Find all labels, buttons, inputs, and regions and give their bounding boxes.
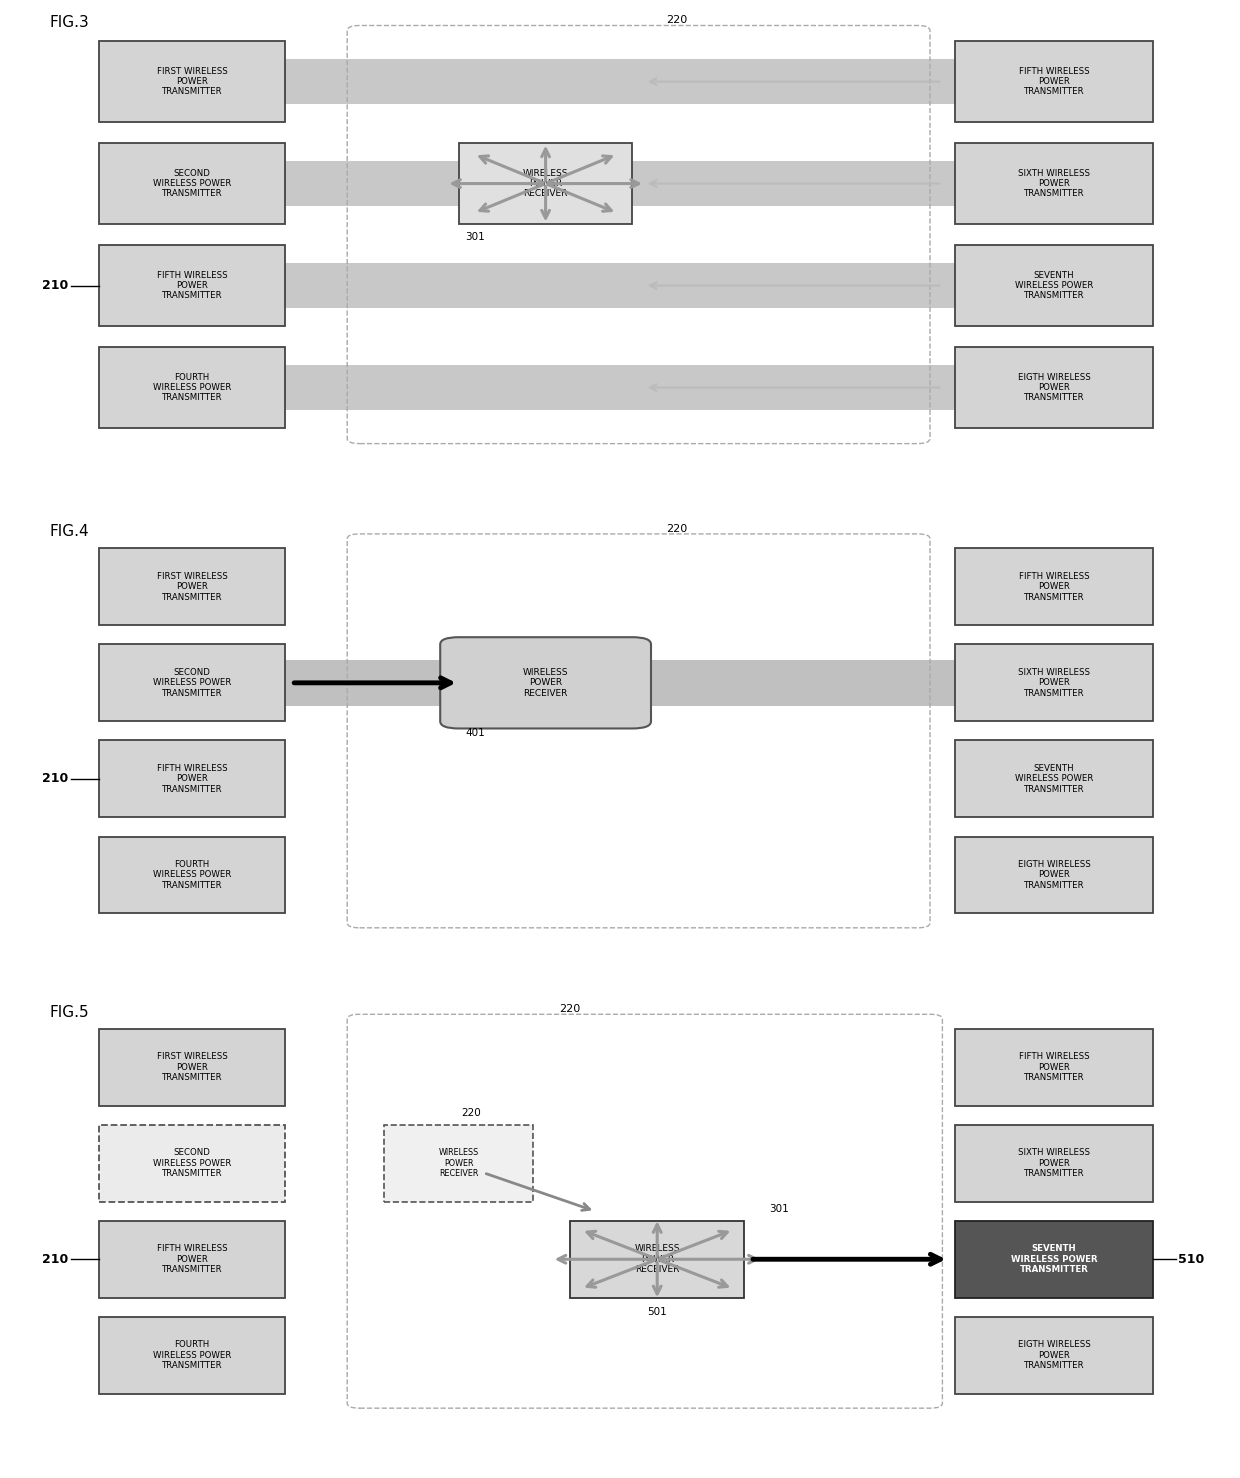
Bar (99, 41, 285, 123)
Text: EIGTH WIRELESS
POWER
TRANSMITTER: EIGTH WIRELESS POWER TRANSMITTER (1018, 1341, 1090, 1370)
Bar (99, 1317, 285, 1394)
Text: 510: 510 (1178, 1253, 1204, 1265)
Text: SEVENTH
WIRELESS POWER
TRANSMITTER: SEVENTH WIRELESS POWER TRANSMITTER (1014, 764, 1094, 794)
Text: 210: 210 (42, 1253, 68, 1265)
Text: SIXTH WIRELESS
POWER
TRANSMITTER: SIXTH WIRELESS POWER TRANSMITTER (1018, 1148, 1090, 1178)
Bar (955, 644, 1153, 721)
Bar (285, 161, 955, 205)
Text: 401: 401 (465, 729, 485, 739)
Bar (99, 837, 285, 913)
Bar (99, 740, 285, 817)
Text: SIXTH WIRELESS
POWER
TRANSMITTER: SIXTH WIRELESS POWER TRANSMITTER (1018, 668, 1090, 698)
Bar (955, 143, 1153, 225)
Bar (955, 1317, 1153, 1394)
Bar (955, 41, 1153, 123)
Text: 501: 501 (647, 1307, 667, 1317)
Text: FIFTH WIRELESS
POWER
TRANSMITTER: FIFTH WIRELESS POWER TRANSMITTER (157, 270, 227, 300)
Text: SECOND
WIRELESS POWER
TRANSMITTER: SECOND WIRELESS POWER TRANSMITTER (153, 1148, 232, 1178)
Bar (384, 1125, 533, 1202)
Text: 210: 210 (42, 773, 68, 785)
Text: 220: 220 (667, 15, 688, 25)
Text: WIRELESS
POWER
RECEIVER: WIRELESS POWER RECEIVER (635, 1244, 680, 1274)
Text: EIGTH WIRELESS
POWER
TRANSMITTER: EIGTH WIRELESS POWER TRANSMITTER (1018, 372, 1090, 402)
Text: 210: 210 (42, 279, 68, 293)
Text: FIG.3: FIG.3 (50, 15, 89, 30)
Text: EIGTH WIRELESS
POWER
TRANSMITTER: EIGTH WIRELESS POWER TRANSMITTER (1018, 860, 1090, 890)
Bar (285, 263, 955, 307)
Text: FIG.4: FIG.4 (50, 525, 89, 539)
Bar (955, 245, 1153, 327)
Bar (955, 1221, 1153, 1298)
Text: FIFTH WIRELESS
POWER
TRANSMITTER: FIFTH WIRELESS POWER TRANSMITTER (1019, 67, 1089, 96)
Text: FIG.5: FIG.5 (50, 1005, 89, 1020)
Bar (570, 1221, 744, 1298)
Bar (955, 548, 1153, 625)
Text: WIRELESS
POWER
RECEIVER: WIRELESS POWER RECEIVER (439, 1148, 479, 1178)
Bar (99, 548, 285, 625)
Text: 301: 301 (769, 1203, 789, 1213)
Text: FOURTH
WIRELESS POWER
TRANSMITTER: FOURTH WIRELESS POWER TRANSMITTER (153, 860, 232, 890)
Bar (99, 1221, 285, 1298)
Text: SIXTH WIRELESS
POWER
TRANSMITTER: SIXTH WIRELESS POWER TRANSMITTER (1018, 168, 1090, 198)
Text: FIRST WIRELESS
POWER
TRANSMITTER: FIRST WIRELESS POWER TRANSMITTER (156, 67, 228, 96)
Text: SECOND
WIRELESS POWER
TRANSMITTER: SECOND WIRELESS POWER TRANSMITTER (153, 168, 232, 198)
Bar (99, 644, 285, 721)
Bar (955, 740, 1153, 817)
Text: 220: 220 (667, 523, 688, 534)
Bar (99, 245, 285, 327)
Text: WIRELESS
POWER
RECEIVER: WIRELESS POWER RECEIVER (523, 668, 568, 698)
Bar (99, 1125, 285, 1202)
Text: FIFTH WIRELESS
POWER
TRANSMITTER: FIFTH WIRELESS POWER TRANSMITTER (157, 764, 227, 794)
Text: 220: 220 (559, 1004, 580, 1014)
Text: FOURTH
WIRELESS POWER
TRANSMITTER: FOURTH WIRELESS POWER TRANSMITTER (153, 1341, 232, 1370)
Text: 301: 301 (465, 232, 485, 242)
Bar (99, 143, 285, 225)
Bar (99, 347, 285, 429)
Text: 220: 220 (461, 1107, 481, 1117)
Bar (955, 347, 1153, 429)
Text: FIRST WIRELESS
POWER
TRANSMITTER: FIRST WIRELESS POWER TRANSMITTER (156, 1052, 228, 1082)
Bar (99, 1029, 285, 1106)
Text: SEVENTH
WIRELESS POWER
TRANSMITTER: SEVENTH WIRELESS POWER TRANSMITTER (1014, 270, 1094, 300)
Text: FIFTH WIRELESS
POWER
TRANSMITTER: FIFTH WIRELESS POWER TRANSMITTER (1019, 572, 1089, 602)
Text: FIFTH WIRELESS
POWER
TRANSMITTER: FIFTH WIRELESS POWER TRANSMITTER (157, 1244, 227, 1274)
Bar (285, 659, 955, 706)
Bar (955, 837, 1153, 913)
Text: FIFTH WIRELESS
POWER
TRANSMITTER: FIFTH WIRELESS POWER TRANSMITTER (1019, 1052, 1089, 1082)
Text: FOURTH
WIRELESS POWER
TRANSMITTER: FOURTH WIRELESS POWER TRANSMITTER (153, 372, 232, 402)
Text: SECOND
WIRELESS POWER
TRANSMITTER: SECOND WIRELESS POWER TRANSMITTER (153, 668, 232, 698)
Bar (459, 143, 632, 225)
Bar (955, 1125, 1153, 1202)
Bar (285, 365, 955, 409)
Text: FIRST WIRELESS
POWER
TRANSMITTER: FIRST WIRELESS POWER TRANSMITTER (156, 572, 228, 602)
Bar (955, 1029, 1153, 1106)
Text: WIRELESS
POWER
RECEIVER: WIRELESS POWER RECEIVER (523, 168, 568, 198)
FancyBboxPatch shape (440, 637, 651, 729)
Text: SEVENTH
WIRELESS POWER
TRANSMITTER: SEVENTH WIRELESS POWER TRANSMITTER (1011, 1244, 1097, 1274)
Bar (285, 59, 955, 103)
